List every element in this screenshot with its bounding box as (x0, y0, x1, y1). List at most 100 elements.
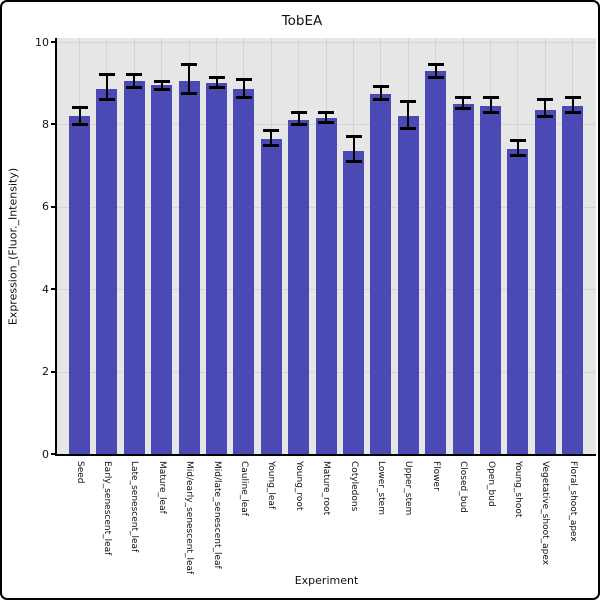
bar-Mature_leaf (151, 85, 173, 454)
x-tick-label: Cotyledons (348, 461, 359, 512)
error-bar-cap (345, 135, 362, 139)
y-tick-mark (51, 370, 55, 373)
bar-Upper_stem (397, 116, 419, 454)
x-tick-label: Lower_stem (375, 461, 386, 515)
error-bar-cap (482, 96, 499, 100)
error-bar-stem (352, 136, 355, 162)
x-tick-label: Closed_bud (458, 461, 469, 513)
x-tick-label: Vegetative_shoot_apex (540, 461, 551, 566)
error-bar-cap (153, 79, 170, 83)
error-bar-cap (318, 120, 335, 124)
error-bar-cap (263, 129, 280, 133)
error-bar-cap (71, 106, 88, 110)
error-bar-cap (235, 96, 252, 100)
y-tick-mark (51, 41, 55, 43)
x-axis-title: Experiment (294, 574, 359, 587)
x-tick-label: Young_leaf (266, 461, 277, 510)
error-bar-cap (455, 107, 472, 111)
error-bar-cap (509, 153, 526, 157)
error-bar-stem (133, 74, 136, 88)
error-bar-cap (345, 159, 362, 163)
x-tick-label: Young_root (293, 461, 304, 511)
y-axis-title: Expression_(Fluor._Intensity) (6, 167, 20, 326)
error-bar-cap (290, 122, 307, 126)
y-tick-mark (51, 288, 55, 291)
error-bar-stem (297, 112, 300, 125)
error-bar-stem (215, 77, 218, 88)
error-bar-cap (290, 111, 307, 115)
y-tick-mark (51, 123, 55, 126)
error-bar-stem (434, 64, 437, 78)
bar-Vegetative_shoot_apex (534, 109, 556, 454)
error-bar-cap (372, 84, 389, 88)
x-tick-label: Mature_leaf (156, 461, 167, 514)
error-bar-cap (318, 110, 335, 114)
error-bar-stem (270, 130, 273, 145)
error-bar-stem (242, 79, 245, 98)
y-tick-label: 10 (35, 35, 49, 49)
error-bar-cap (400, 127, 417, 131)
error-bar-cap (98, 73, 115, 77)
x-tick-label: Open_bud (485, 461, 496, 507)
y-tick-label: 2 (42, 365, 49, 379)
bar-Closed_bud (452, 103, 474, 454)
chart-title: TobEA (281, 13, 323, 29)
bar-Cauline_leaf (233, 89, 255, 454)
bar-Young_shoot (507, 149, 529, 454)
error-bar-stem (407, 101, 410, 129)
x-tick-label: Early_senescent_leaf (101, 461, 112, 556)
x-tick-label: Cauline_leaf (238, 461, 249, 516)
error-bar-cap (455, 96, 472, 100)
x-tick-label: Mid/late_senescent_leaf (211, 461, 222, 569)
error-bar-cap (208, 85, 225, 89)
bar-Mid/early_senescent_leaf (178, 81, 200, 454)
error-bar-cap (400, 100, 417, 104)
bar-Open_bud (480, 105, 501, 454)
bar-Mid/late_senescent_leaf (206, 83, 227, 454)
bar-Lower_stem (370, 93, 392, 454)
error-bar-stem (160, 81, 163, 90)
bar-Young_leaf (260, 138, 282, 454)
bar-Flower (425, 70, 447, 454)
y-tick-label: 8 (42, 117, 49, 131)
error-bar-cap (482, 110, 499, 114)
y-tick-label: 6 (42, 200, 49, 214)
error-bar-cap (537, 114, 554, 118)
error-bar-stem (516, 140, 519, 156)
error-bar-cap (71, 122, 88, 126)
error-bar-stem (188, 64, 191, 94)
error-bar-stem (462, 97, 465, 109)
error-bar-cap (153, 87, 170, 91)
error-bar-stem (489, 97, 492, 113)
y-tick-mark (51, 205, 55, 208)
error-bar-cap (509, 139, 526, 143)
error-bar-cap (427, 75, 444, 79)
y-axis-line (55, 38, 57, 456)
y-tick-label: 0 (42, 447, 49, 461)
error-bar-cap (208, 75, 225, 79)
error-bar-stem (105, 74, 108, 100)
error-bar-cap (126, 73, 143, 77)
x-tick-label: Floral_shoot_apex (567, 461, 578, 542)
error-bar-stem (544, 99, 547, 117)
error-bar-cap (181, 63, 198, 67)
error-bar-cap (537, 98, 554, 102)
error-bar-cap (564, 110, 581, 114)
error-bar-cap (181, 92, 198, 95)
x-tick-label: Mature_root (321, 461, 332, 516)
error-bar-cap (263, 143, 280, 147)
error-bar-cap (126, 85, 143, 89)
bar-Young_root (288, 120, 310, 454)
error-bar-cap (564, 96, 581, 100)
bar-Mature_root (315, 118, 337, 454)
x-tick-label: Upper_stem (403, 461, 414, 516)
error-bar-stem (379, 86, 382, 100)
error-bar-stem (571, 97, 574, 113)
error-bar-cap (372, 98, 389, 102)
error-bar-stem (78, 107, 81, 125)
x-tick-label: Late_senescent_leaf (129, 461, 140, 553)
x-tick-label: Mid/early_senescent_leaf (184, 461, 195, 575)
x-tick-label: Flower (430, 461, 441, 491)
x-tick-label: Seed (74, 461, 85, 484)
